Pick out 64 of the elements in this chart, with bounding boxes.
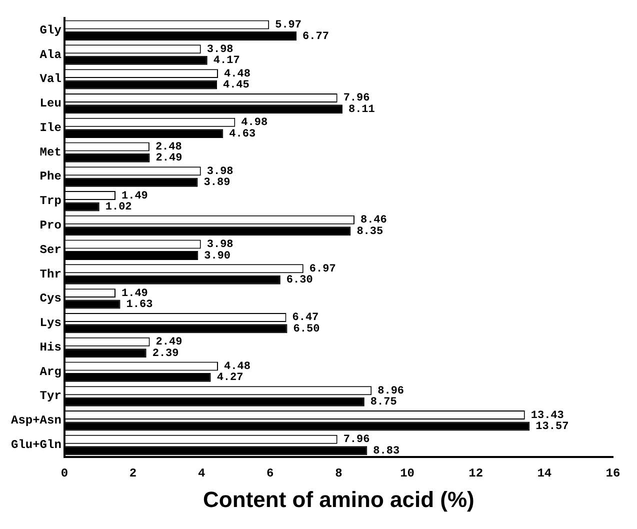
y-tick-label: Asp+Asn: [10, 414, 62, 428]
x-tick-label: 14: [537, 466, 552, 480]
x-tick-label: 12: [468, 466, 484, 480]
y-tick-label: Tyr: [40, 389, 62, 404]
y-tick-label: Glu+Gln: [10, 438, 62, 452]
data-label: 6.47: [292, 312, 319, 324]
data-label: 4.17: [213, 55, 240, 68]
data-label: 2.49: [156, 152, 182, 165]
data-label: 6.77: [302, 30, 329, 43]
y-tick-label: Lys: [40, 316, 62, 330]
y-tick-label: Met: [40, 145, 62, 160]
data-label: 4.27: [216, 372, 244, 384]
data-label: 8.46: [360, 214, 387, 227]
data-label: 2.49: [156, 336, 182, 349]
data-label: 6.97: [309, 263, 336, 276]
x-axis-title: Content of amino acid (%): [203, 486, 474, 512]
data-label: 6.50: [293, 323, 320, 336]
y-tick-label: Val: [40, 72, 62, 86]
data-label: 4.48: [224, 360, 251, 373]
data-label: 4.98: [241, 117, 268, 130]
y-tick-label: Ala: [40, 48, 62, 62]
data-label: 1.02: [105, 201, 132, 214]
y-tick-label: Arg: [40, 364, 62, 379]
y-tick-label: Trp: [40, 194, 62, 208]
data-label: 6.30: [286, 274, 313, 287]
data-label: 7.96: [343, 434, 370, 446]
data-label: 1.49: [121, 190, 148, 202]
x-tick-label: 6: [266, 466, 274, 480]
x-tick-label: 10: [400, 466, 414, 480]
y-tick-label: Gly: [40, 23, 62, 38]
x-tick-label: 16: [606, 466, 620, 480]
data-label: 3.89: [204, 177, 230, 190]
data-label: 2.39: [152, 348, 179, 360]
x-tick-label: 0: [60, 466, 68, 480]
x-tick-label: 2: [129, 466, 137, 480]
data-label: 13.57: [536, 420, 569, 433]
y-tick-label: Cys: [40, 292, 62, 306]
y-tick-label: Phe: [40, 170, 62, 184]
y-tick-label: Ile: [40, 120, 62, 135]
data-label: 2.48: [155, 141, 182, 154]
data-label: 7.96: [343, 92, 370, 105]
data-label: 8.96: [378, 385, 404, 398]
data-label: 4.63: [229, 128, 256, 140]
x-tick-label: 4: [198, 466, 206, 480]
data-label: 3.98: [206, 239, 234, 252]
data-label: 4.48: [224, 68, 251, 80]
y-tick-label: Thr: [40, 267, 62, 282]
data-label: 13.43: [530, 410, 564, 422]
y-tick-label: Ser: [40, 242, 62, 257]
data-label: 3.90: [204, 250, 231, 262]
data-label: 8.11: [348, 104, 376, 116]
y-tick-label: His: [40, 340, 62, 354]
data-label: 3.98: [206, 44, 234, 56]
data-label: 1.63: [126, 299, 154, 312]
x-tick-label: 8: [335, 466, 342, 480]
data-label: 4.45: [222, 80, 250, 92]
data-label: 3.98: [206, 166, 234, 178]
data-label: 8.83: [373, 445, 400, 458]
y-tick-label: Pro: [40, 218, 62, 233]
data-label: 8.35: [356, 226, 384, 238]
data-label: 1.49: [121, 288, 148, 300]
data-label: 5.97: [275, 20, 302, 32]
y-tick-label: Leu: [40, 96, 62, 111]
data-label: 8.75: [370, 396, 398, 409]
